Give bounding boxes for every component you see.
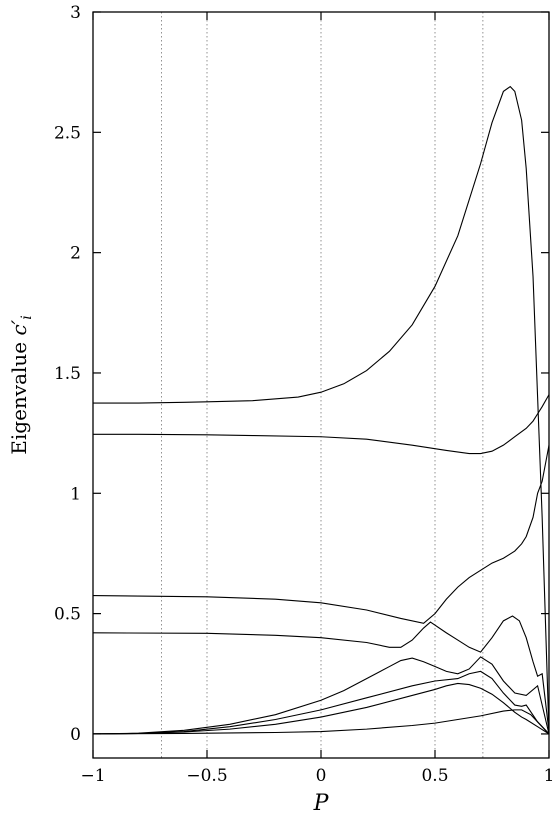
y-tick-label: 0.5 bbox=[54, 605, 81, 625]
x-tick-label: 0 bbox=[316, 766, 327, 786]
x-axis-ticks: −1 −0.5 0 0.5 1 bbox=[80, 12, 554, 786]
y-tick-label: 1 bbox=[70, 484, 81, 504]
y-axis-label: Eigenvalue c′i bbox=[7, 315, 35, 454]
series-line-6 bbox=[92, 670, 550, 735]
x-tick-label: 0.5 bbox=[421, 766, 448, 786]
y-tick-label: 2.5 bbox=[54, 123, 81, 143]
x-tick-label: −0.5 bbox=[186, 766, 227, 786]
series-line-8 bbox=[92, 709, 550, 735]
y-tick-label: 2 bbox=[70, 244, 81, 264]
reference-lines bbox=[160, 12, 484, 758]
y-tick-label: 1.5 bbox=[54, 364, 81, 384]
x-tick-label: 1 bbox=[544, 766, 555, 786]
x-tick-label: −1 bbox=[80, 766, 105, 786]
series-line-4 bbox=[92, 615, 550, 732]
series-line-2 bbox=[93, 394, 550, 455]
y-tick-label: 0 bbox=[70, 725, 81, 745]
y-axis-ticks: 0 0.5 1 1.5 2 2.5 3 bbox=[54, 3, 549, 745]
series-line-5 bbox=[92, 656, 550, 735]
x-axis-label: P bbox=[313, 791, 330, 816]
series-layer bbox=[92, 85, 550, 735]
series-line-1 bbox=[93, 85, 550, 734]
y-tick-label: 3 bbox=[70, 3, 81, 23]
series-line-3 bbox=[92, 445, 550, 624]
series-line-7 bbox=[92, 682, 550, 735]
